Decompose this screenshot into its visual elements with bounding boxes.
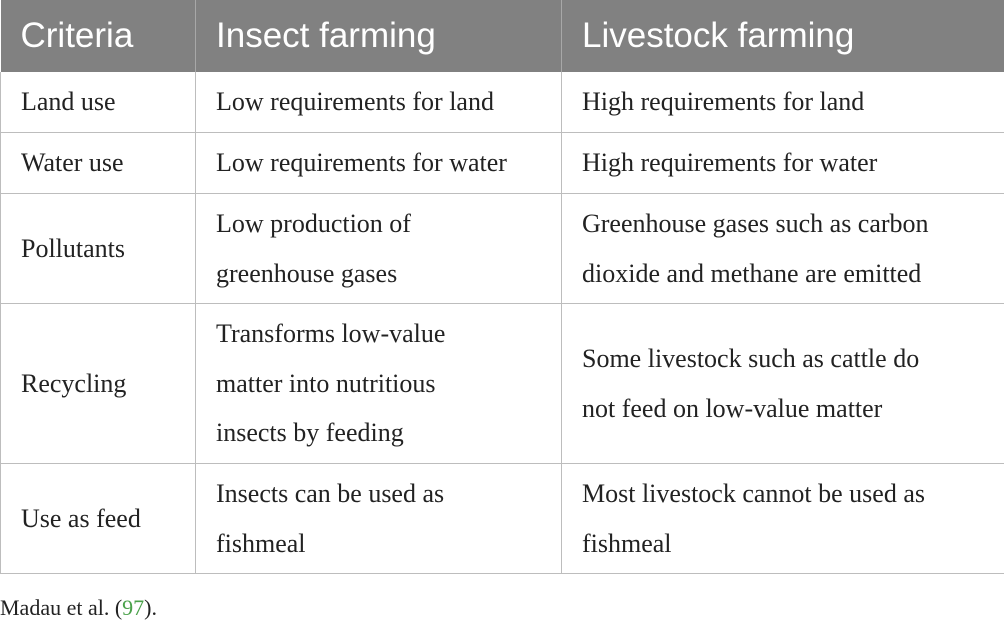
livestock-cell: Greenhouse gases such as carbon dioxide … <box>561 193 1004 305</box>
criteria-cell: Recycling <box>0 303 196 464</box>
reference-link[interactable]: 97 <box>122 595 145 620</box>
table-row: Water use Low requirements for water Hig… <box>0 132 1004 194</box>
insect-cell: Low production of greenhouse gases <box>195 193 562 305</box>
insect-cell-line: Transforms low-value <box>216 319 446 349</box>
insect-cell: Low requirements for water <box>195 132 562 194</box>
livestock-cell-line: High requirements for land <box>582 87 865 117</box>
criteria-cell: Use as feed <box>0 463 196 575</box>
livestock-cell-line: fishmeal <box>582 528 672 558</box>
criteria-cell: Water use <box>0 132 196 194</box>
table-body: Land use Low requirements for land High … <box>0 72 1004 575</box>
table-row: Use as feed Insects can be used as fishm… <box>0 463 1004 575</box>
insect-cell-line: Low production of <box>216 209 411 238</box>
insect-cell-line: insects by feeding <box>216 418 404 448</box>
table-header: Criteria Insect farming Livestock farmin… <box>0 0 1004 72</box>
livestock-cell-line: High requirements for water <box>582 148 878 178</box>
header-insect-farming: Insect farming <box>195 0 562 72</box>
comparison-table: Criteria Insect farming Livestock farmin… <box>0 0 1004 575</box>
livestock-cell: High requirements for water <box>561 132 1004 194</box>
header-criteria: Criteria <box>0 0 196 72</box>
footnote-prefix: Madau et al. ( <box>0 595 123 620</box>
insect-cell: Transforms low-value matter into nutriti… <box>195 303 562 464</box>
insect-cell-line: Low requirements for land <box>216 87 494 117</box>
livestock-cell-line: Greenhouse gases such as carbon <box>582 209 929 238</box>
livestock-cell: High requirements for land <box>561 72 1004 133</box>
insect-cell-line: greenhouse gases <box>216 258 398 288</box>
insect-cell: Insects can be used as fishmeal <box>195 463 562 575</box>
footnote-suffix: ). <box>144 595 157 620</box>
insect-cell-line: matter into nutritious <box>216 368 436 398</box>
header-livestock-farming: Livestock farming <box>561 0 1004 72</box>
livestock-cell: Some livestock such as cattle do not fee… <box>561 303 1004 464</box>
header-row: Criteria Insect farming Livestock farmin… <box>0 0 1004 72</box>
livestock-cell-line: not feed on low-value matter <box>582 393 883 423</box>
criteria-cell: Land use <box>0 72 196 133</box>
insect-cell-line: fishmeal <box>216 528 306 558</box>
insect-cell-line: Insects can be used as <box>216 478 445 508</box>
table-row: Pollutants Low production of greenhouse … <box>0 193 1004 305</box>
criteria-cell: Pollutants <box>0 193 196 305</box>
livestock-cell-line: Most livestock cannot be used as <box>582 478 925 508</box>
table-row: Recycling Transforms low-value matter in… <box>0 303 1004 464</box>
insect-cell-line: Low requirements for water <box>216 148 507 178</box>
livestock-cell-line: Some livestock such as cattle do <box>582 343 920 373</box>
table-row: Land use Low requirements for land High … <box>0 72 1004 133</box>
livestock-cell: Most livestock cannot be used as fishmea… <box>561 463 1004 575</box>
livestock-cell-line: dioxide and methane are emitted <box>582 258 922 288</box>
table-footnote: Madau et al. (97). <box>0 592 157 624</box>
insect-cell: Low requirements for land <box>195 72 562 133</box>
